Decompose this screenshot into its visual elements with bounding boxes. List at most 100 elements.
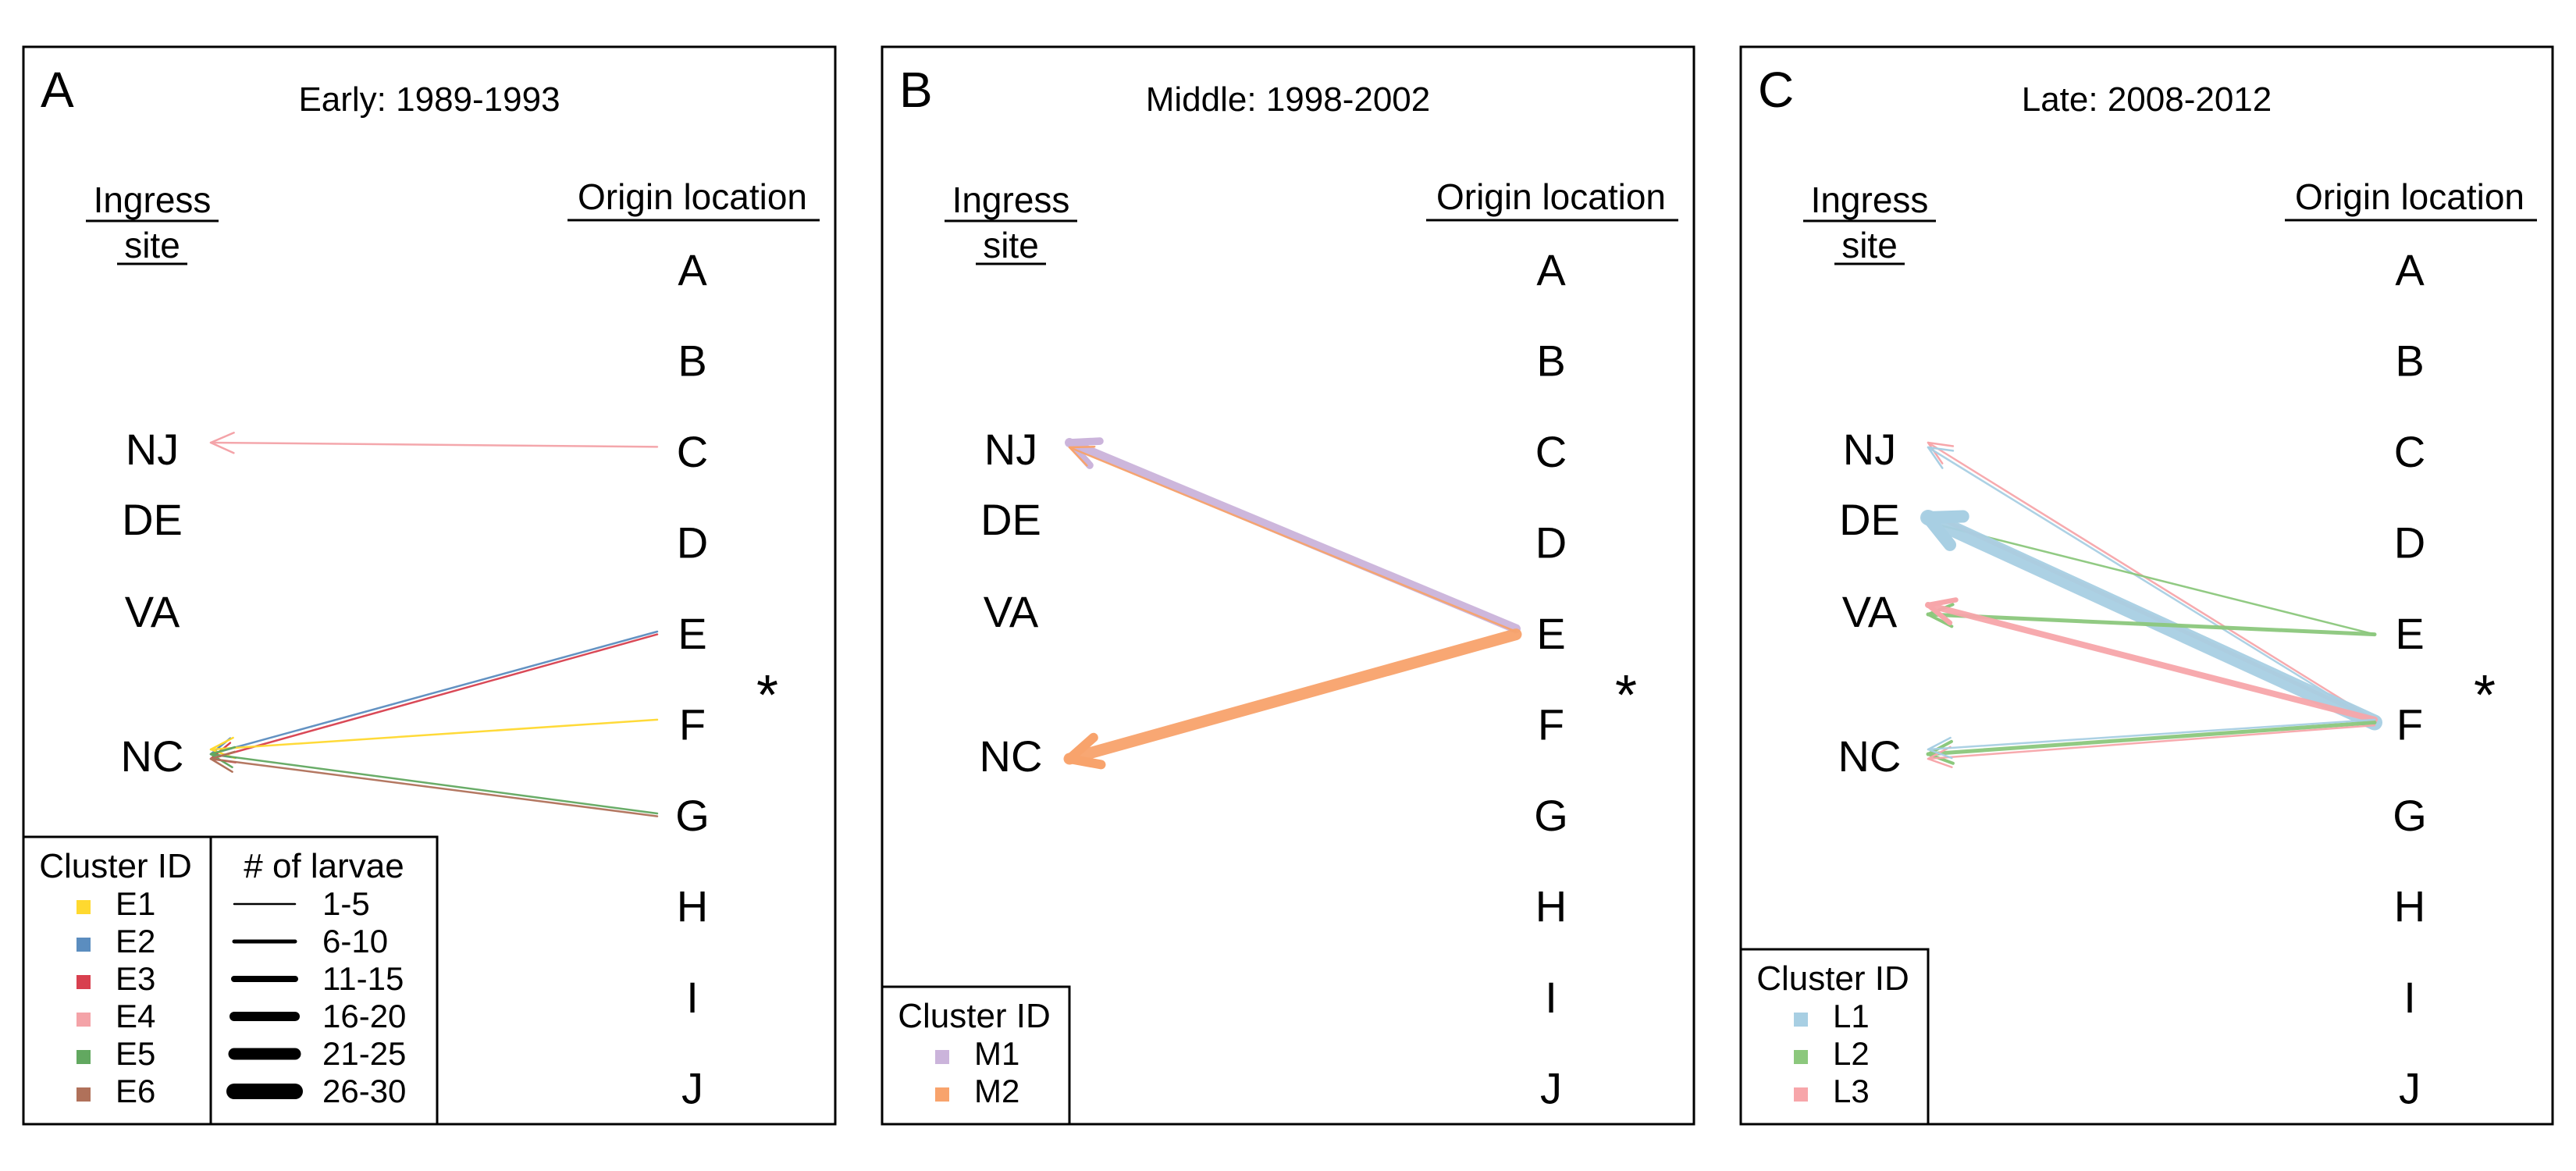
origin-J: J bbox=[1540, 1064, 1562, 1113]
larvae-legend-title: # of larvae bbox=[244, 847, 404, 885]
cluster-label-e2: E2 bbox=[116, 923, 155, 959]
cluster-label-e5: E5 bbox=[116, 1035, 155, 1072]
flow-arrow-l3 bbox=[1925, 602, 2378, 723]
flow-arrow-e2 bbox=[209, 630, 659, 756]
cluster-label-m1: M1 bbox=[974, 1035, 1019, 1072]
larvae-bin-label: 16-20 bbox=[322, 998, 406, 1034]
origin-H: H bbox=[2394, 882, 2425, 931]
flow-arrow-e3 bbox=[209, 633, 659, 760]
cluster-swatch-e3 bbox=[76, 975, 91, 989]
origin-J: J bbox=[2399, 1064, 2421, 1113]
flow-arrow-l1-head bbox=[1927, 446, 1955, 469]
cluster-legend-title: Cluster ID bbox=[39, 847, 192, 885]
panel-b: B Middle: 1998-2002 Ingress site Origin loca… bbox=[881, 45, 1695, 1126]
flow-arrow-m2 bbox=[1068, 446, 1517, 633]
cluster-label-e1: E1 bbox=[116, 885, 155, 922]
origin-F: F bbox=[1538, 700, 1564, 749]
larvae-bin-label: 6-10 bbox=[322, 923, 388, 959]
significance-star: * bbox=[1615, 664, 1637, 727]
origin-A: A bbox=[678, 245, 707, 294]
flow-arrow-l3 bbox=[1927, 724, 2376, 760]
origin-header: Origin location bbox=[578, 176, 807, 217]
origin-D: D bbox=[2394, 518, 2425, 568]
flow-arrow-l3-head bbox=[1927, 746, 1953, 769]
origin-C: C bbox=[677, 427, 708, 476]
flow-arrow-m2-head bbox=[1068, 445, 1096, 467]
flow-arrow-e4-head bbox=[209, 432, 235, 454]
panel-a: A Early: 1989-1993 Ingress site Origin locat… bbox=[22, 45, 837, 1126]
origin-I: I bbox=[1545, 973, 1557, 1022]
flow-arrows bbox=[1920, 441, 2382, 769]
origin-D: D bbox=[677, 518, 708, 568]
flow-arrow-l3 bbox=[1927, 441, 2376, 721]
cluster-label-l1: L1 bbox=[1833, 998, 1870, 1034]
cluster-swatch-l2 bbox=[1794, 1050, 1808, 1064]
ingress-NC: NC bbox=[1838, 731, 1902, 781]
origin-I: I bbox=[2403, 973, 2416, 1022]
cluster-swatch-m2 bbox=[935, 1087, 949, 1102]
flow-arrow-e6 bbox=[209, 757, 659, 817]
flow-arrow-l2 bbox=[1927, 521, 2376, 635]
origin-F: F bbox=[2396, 700, 2423, 749]
flow-arrow-e4 bbox=[209, 441, 659, 448]
ingress-VA: VA bbox=[984, 587, 1039, 636]
cluster-legend-frame bbox=[881, 985, 1071, 1126]
origin-F: F bbox=[679, 700, 706, 749]
origin-E: E bbox=[2395, 609, 2424, 658]
ingress-NC: NC bbox=[121, 731, 184, 781]
flow-arrow-l1 bbox=[1927, 718, 2376, 751]
cluster-label-l2: L2 bbox=[1833, 1035, 1870, 1072]
cluster-swatch-e4 bbox=[76, 1013, 91, 1027]
ingress-DE: DE bbox=[980, 495, 1041, 544]
flow-arrow-l1-head bbox=[1927, 736, 1953, 760]
panel-letter: B bbox=[899, 62, 933, 118]
flow-arrow-m1 bbox=[1065, 438, 1521, 634]
origin-E: E bbox=[678, 609, 706, 658]
flow-arrow-l2 bbox=[1926, 612, 2377, 637]
ingress-header-site: site bbox=[983, 225, 1039, 265]
flow-arrow-m1-head bbox=[1066, 437, 1104, 469]
flow-arrow-l1 bbox=[1920, 510, 2382, 731]
flow-arrow-l3-head bbox=[1927, 441, 1955, 464]
flow-arrow-e6-head bbox=[209, 750, 237, 773]
panel-letter: C bbox=[1758, 62, 1794, 118]
origin-E: E bbox=[1536, 609, 1565, 658]
panel-letter: A bbox=[41, 62, 74, 118]
larvae-bin-label: 21-25 bbox=[322, 1035, 406, 1072]
cluster-legend-title: Cluster ID bbox=[1756, 959, 1909, 998]
origin-G: G bbox=[2393, 791, 2427, 840]
cluster-label-m2: M2 bbox=[974, 1073, 1019, 1109]
ingress-NJ: NJ bbox=[126, 425, 179, 474]
ingress-header: Ingress bbox=[1811, 180, 1929, 220]
ingress-header: Ingress bbox=[952, 180, 1070, 220]
origin-B: B bbox=[678, 336, 706, 386]
origin-B: B bbox=[1536, 336, 1565, 386]
cluster-legend-title: Cluster ID bbox=[898, 997, 1051, 1035]
larvae-bin-label: 11-15 bbox=[322, 960, 404, 997]
origin-D: D bbox=[1535, 518, 1567, 568]
significance-star: * bbox=[2474, 664, 2496, 727]
ingress-DE: DE bbox=[1839, 495, 1900, 544]
cluster-label-e3: E3 bbox=[116, 960, 155, 997]
flow-arrow-e5 bbox=[209, 753, 659, 815]
ingress-header-site: site bbox=[124, 225, 180, 265]
flow-arrow-l3-head bbox=[1925, 597, 1959, 626]
cluster-legend-frame bbox=[1739, 948, 1930, 1126]
origin-A: A bbox=[2395, 245, 2425, 294]
cluster-swatch-m1 bbox=[935, 1050, 949, 1064]
flow-arrow-e1 bbox=[209, 718, 659, 751]
origin-H: H bbox=[1535, 882, 1567, 931]
flow-arrow-l2-head bbox=[1927, 739, 1955, 765]
origin-A: A bbox=[1536, 245, 1566, 294]
ingress-VA: VA bbox=[1842, 587, 1898, 636]
flow-arrow-e5-head bbox=[209, 746, 237, 769]
cluster-label-l3: L3 bbox=[1833, 1073, 1870, 1109]
origin-G: G bbox=[675, 791, 710, 840]
cluster-swatch-e2 bbox=[76, 938, 91, 952]
origin-H: H bbox=[677, 882, 708, 931]
ingress-DE: DE bbox=[122, 495, 183, 544]
